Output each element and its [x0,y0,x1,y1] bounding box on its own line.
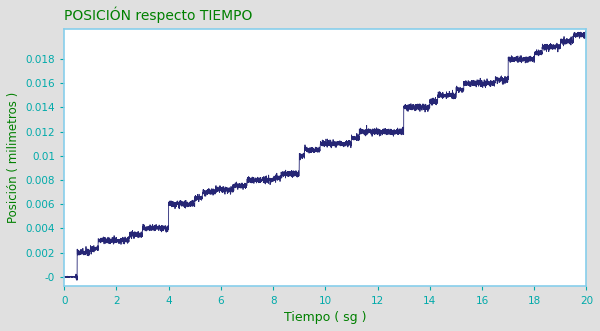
X-axis label: Tiempo ( sg ): Tiempo ( sg ) [284,311,367,324]
Text: POSICIÓN respecto TIEMPO: POSICIÓN respecto TIEMPO [64,7,253,24]
Y-axis label: Posición ( milimetros ): Posición ( milimetros ) [7,92,20,223]
